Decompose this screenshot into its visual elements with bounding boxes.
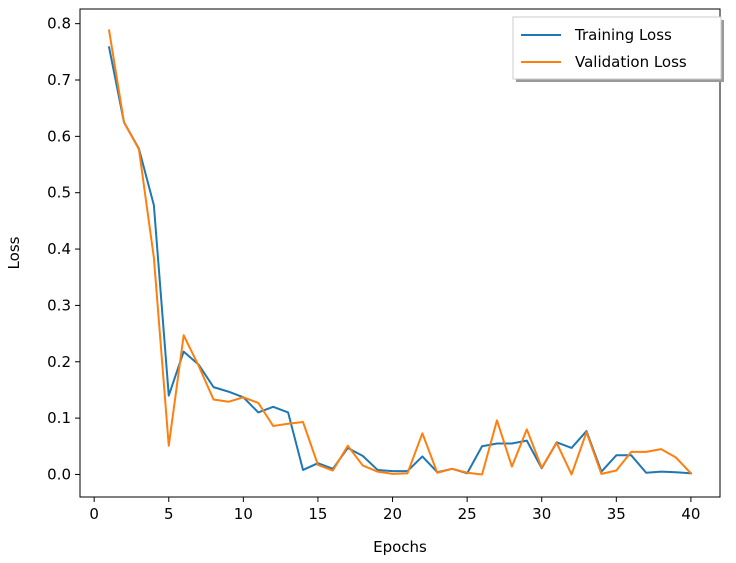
legend: Training Loss Validation Loss: [512, 16, 724, 82]
x-tick-label: 30: [532, 505, 551, 523]
x-tick-label: 25: [458, 505, 477, 523]
y-tick-label: 0.1: [47, 409, 71, 427]
series-layer: [107, 29, 693, 476]
x-axis-title: Epochs: [373, 538, 427, 556]
y-axis: 0.0 0.1 0.2 0.3 0.4 0.5 0.6 0.7 0.8: [47, 15, 80, 483]
legend-box: [512, 16, 722, 80]
x-tick-label: 20: [383, 505, 402, 523]
legend-label-training-loss: Training Loss: [574, 26, 672, 44]
series-line-validation-loss: [107, 29, 693, 476]
y-tick-label: 0.6: [47, 127, 71, 145]
x-axis: 0 5 10 15 20 25 30 35 40: [89, 497, 700, 523]
x-tick-label: 0: [89, 505, 99, 523]
x-tick-label: 15: [308, 505, 327, 523]
y-tick-label: 0.3: [47, 296, 71, 314]
x-tick-label: 5: [164, 505, 174, 523]
y-tick-label: 0.4: [47, 240, 71, 258]
legend-label-validation-loss: Validation Loss: [575, 53, 687, 71]
y-tick-label: 0.0: [47, 465, 71, 483]
plot-frame: [79, 8, 721, 498]
y-tick-label: 0.2: [47, 353, 71, 371]
x-tick-label: 10: [234, 505, 253, 523]
y-tick-label: 0.7: [47, 71, 71, 89]
y-axis-title: Loss: [5, 236, 23, 269]
x-tick-label: 40: [681, 505, 700, 523]
x-tick-label: 35: [607, 505, 626, 523]
y-tick-label: 0.8: [47, 15, 71, 33]
y-tick-label: 0.5: [47, 184, 71, 202]
